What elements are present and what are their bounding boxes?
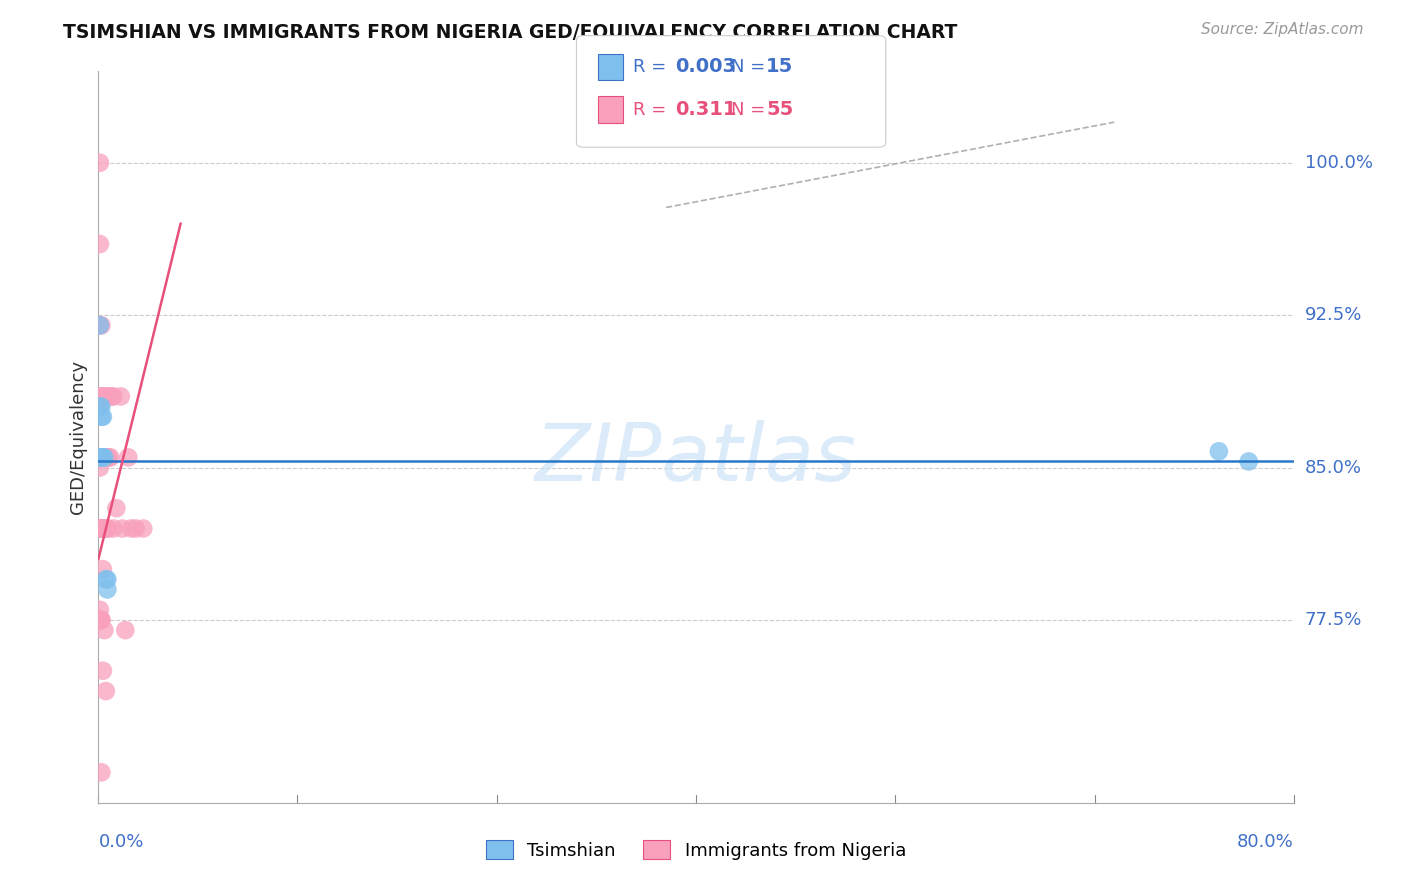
Point xyxy=(89,400,111,414)
Text: 0.311: 0.311 xyxy=(675,100,737,120)
Point xyxy=(89,450,111,465)
Text: 0.0%: 0.0% xyxy=(98,833,143,851)
Point xyxy=(91,450,114,465)
Point xyxy=(101,389,124,403)
Text: N =: N = xyxy=(731,58,770,76)
Point xyxy=(91,522,114,536)
Point xyxy=(94,389,117,403)
Point xyxy=(91,389,114,403)
Text: 77.5%: 77.5% xyxy=(1305,611,1362,629)
Point xyxy=(89,237,111,252)
Text: 15: 15 xyxy=(766,57,793,77)
Point xyxy=(91,522,114,536)
Point xyxy=(89,318,111,333)
Point xyxy=(94,522,117,536)
Point xyxy=(96,522,118,536)
Point xyxy=(1208,444,1230,458)
Point xyxy=(97,389,120,403)
Point xyxy=(132,522,155,536)
Point xyxy=(110,389,132,403)
Point xyxy=(89,450,111,465)
Point xyxy=(93,389,115,403)
Point xyxy=(94,684,117,698)
Point xyxy=(93,450,115,465)
Point xyxy=(90,400,112,414)
Point xyxy=(89,460,111,475)
Text: R =: R = xyxy=(633,101,672,119)
Point xyxy=(91,450,114,465)
Point xyxy=(117,450,139,465)
Point xyxy=(89,613,111,627)
Point xyxy=(90,765,112,780)
Point xyxy=(90,613,112,627)
Point xyxy=(93,450,115,465)
Point xyxy=(103,389,125,403)
Point xyxy=(90,450,112,465)
Point xyxy=(91,562,114,576)
Text: 85.0%: 85.0% xyxy=(1305,458,1361,476)
Text: 55: 55 xyxy=(766,100,793,120)
Point xyxy=(89,450,111,465)
Text: ZIPatlas: ZIPatlas xyxy=(534,420,858,498)
Point xyxy=(91,409,114,424)
Point xyxy=(90,389,112,403)
Point xyxy=(90,522,112,536)
Point xyxy=(125,522,148,536)
Point xyxy=(96,572,118,586)
Point xyxy=(96,450,118,465)
Point xyxy=(89,155,111,169)
Point xyxy=(105,501,128,516)
Text: 80.0%: 80.0% xyxy=(1237,833,1294,851)
Text: 0.003: 0.003 xyxy=(675,57,735,77)
Point xyxy=(91,450,114,465)
Point xyxy=(90,450,112,465)
Point xyxy=(89,318,111,333)
Text: TSIMSHIAN VS IMMIGRANTS FROM NIGERIA GED/EQUIVALENCY CORRELATION CHART: TSIMSHIAN VS IMMIGRANTS FROM NIGERIA GED… xyxy=(63,22,957,41)
Point xyxy=(90,613,112,627)
Y-axis label: GED/Equivalency: GED/Equivalency xyxy=(69,360,87,514)
Point xyxy=(90,389,112,403)
Text: 100.0%: 100.0% xyxy=(1305,153,1372,172)
Point xyxy=(94,572,117,586)
Point xyxy=(89,522,111,536)
Point xyxy=(96,522,118,536)
Point xyxy=(97,450,120,465)
Point xyxy=(114,623,136,637)
Point xyxy=(93,522,115,536)
Point xyxy=(89,400,111,414)
Legend: Tsimshian, Immigrants from Nigeria: Tsimshian, Immigrants from Nigeria xyxy=(478,833,914,867)
Point xyxy=(91,664,114,678)
Point xyxy=(90,409,112,424)
Point xyxy=(1237,454,1260,468)
Point xyxy=(89,450,111,465)
Point xyxy=(89,522,111,536)
Point xyxy=(96,582,118,597)
Point xyxy=(89,389,111,403)
Point xyxy=(89,613,111,627)
Text: Source: ZipAtlas.com: Source: ZipAtlas.com xyxy=(1201,22,1364,37)
Point xyxy=(120,522,142,536)
Point xyxy=(111,522,134,536)
Point xyxy=(90,318,112,333)
Point xyxy=(90,522,112,536)
Point xyxy=(93,623,115,637)
Text: 92.5%: 92.5% xyxy=(1305,306,1362,324)
Text: N =: N = xyxy=(731,101,770,119)
Point xyxy=(89,613,111,627)
Text: R =: R = xyxy=(633,58,672,76)
Point xyxy=(89,603,111,617)
Point xyxy=(103,522,125,536)
Point xyxy=(98,450,122,465)
Point xyxy=(90,522,112,536)
